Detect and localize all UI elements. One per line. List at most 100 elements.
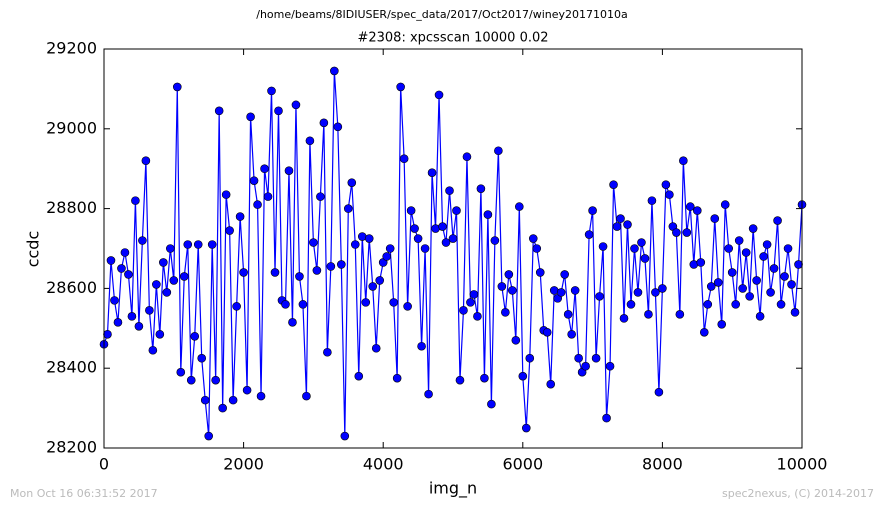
data-point	[515, 202, 524, 211]
data-point	[630, 244, 639, 253]
data-point	[675, 310, 685, 319]
data-point	[672, 228, 681, 237]
data-point	[448, 234, 458, 243]
y-tick-label: 28200	[46, 438, 97, 457]
data-point	[745, 292, 754, 301]
data-point	[298, 300, 308, 309]
data-point	[794, 260, 803, 269]
data-point	[790, 308, 800, 317]
data-point	[371, 343, 381, 353]
data-point	[106, 256, 116, 265]
data-point	[769, 264, 779, 273]
y-tick-label: 29200	[46, 39, 97, 58]
chart-title: #2308: xpcsscan 10000 0.02	[357, 31, 548, 46]
data-point	[528, 234, 538, 243]
data-point	[612, 222, 622, 231]
data-point	[204, 431, 213, 441]
data-point	[424, 389, 433, 399]
data-point	[120, 248, 130, 257]
data-point	[103, 329, 112, 339]
x-tick-label: 0	[99, 455, 109, 474]
data-point	[249, 176, 259, 185]
data-point	[556, 288, 566, 297]
data-point	[773, 216, 782, 225]
data-point	[281, 300, 290, 309]
data-point	[651, 288, 660, 297]
data-point	[787, 280, 796, 289]
footer-left: Mon Oct 16 06:31:52 2017	[10, 487, 158, 500]
data-point	[487, 399, 496, 409]
data-point	[235, 212, 245, 221]
data-point	[473, 312, 482, 321]
data-point	[392, 373, 402, 383]
data-point	[469, 290, 479, 299]
data-point	[546, 379, 556, 389]
data-point	[441, 238, 451, 247]
data-point	[152, 280, 161, 289]
data-point	[183, 240, 193, 249]
data-point	[762, 240, 772, 249]
data-point	[375, 276, 385, 285]
suptitle: /home/beams/8IDIUSER/spec_data/2017/Oct2…	[256, 8, 628, 21]
data-point	[724, 244, 734, 253]
data-point	[462, 152, 472, 162]
x-axis-label: img_n	[429, 479, 477, 499]
data-point	[713, 278, 723, 287]
data-point	[256, 391, 266, 401]
data-point	[535, 268, 545, 277]
data-point	[110, 296, 119, 305]
data-point	[207, 240, 217, 249]
data-point	[253, 200, 262, 209]
data-point	[427, 168, 437, 177]
data-point	[309, 238, 318, 247]
data-point	[661, 180, 671, 189]
data-point	[179, 272, 189, 281]
data-point	[228, 395, 238, 405]
data-point	[148, 345, 158, 355]
data-point	[312, 266, 322, 275]
data-point	[752, 276, 761, 285]
data-point	[263, 192, 273, 201]
data-point	[246, 112, 255, 122]
data-point	[232, 302, 241, 311]
data-point	[574, 353, 583, 363]
data-point	[459, 306, 468, 315]
data-point	[518, 371, 528, 381]
x-tick-label: 6000	[502, 455, 543, 474]
data-point	[225, 226, 234, 235]
data-point	[584, 230, 594, 239]
x-tick-label: 4000	[363, 455, 404, 474]
plot-area: 0 2000 4000 6000 8000 10000 28200 28400 28600 288…	[46, 39, 827, 474]
data-point	[172, 82, 182, 92]
data-point	[525, 353, 535, 363]
data-point	[658, 284, 667, 293]
data-point	[682, 228, 692, 237]
data-point	[521, 423, 531, 433]
data-point	[699, 327, 709, 337]
data-point	[616, 214, 625, 223]
data-point	[190, 331, 200, 341]
data-point	[637, 238, 646, 247]
data-point	[508, 286, 517, 295]
data-point	[239, 268, 248, 277]
data-point	[623, 220, 632, 229]
data-point	[780, 272, 789, 281]
data-point	[501, 308, 510, 317]
data-point	[291, 100, 301, 110]
data-point	[127, 312, 137, 321]
data-point	[406, 206, 416, 215]
data-point	[319, 118, 329, 128]
data-point	[445, 186, 454, 195]
data-point	[717, 320, 727, 329]
data-point	[598, 242, 608, 251]
data-point	[134, 322, 144, 331]
x-tick-label: 8000	[642, 455, 683, 474]
data-point	[413, 234, 423, 243]
data-point	[169, 276, 179, 285]
data-point	[609, 180, 618, 189]
data-point	[731, 300, 740, 309]
data-point	[368, 282, 378, 291]
data-point	[410, 224, 419, 233]
data-point	[131, 196, 140, 205]
